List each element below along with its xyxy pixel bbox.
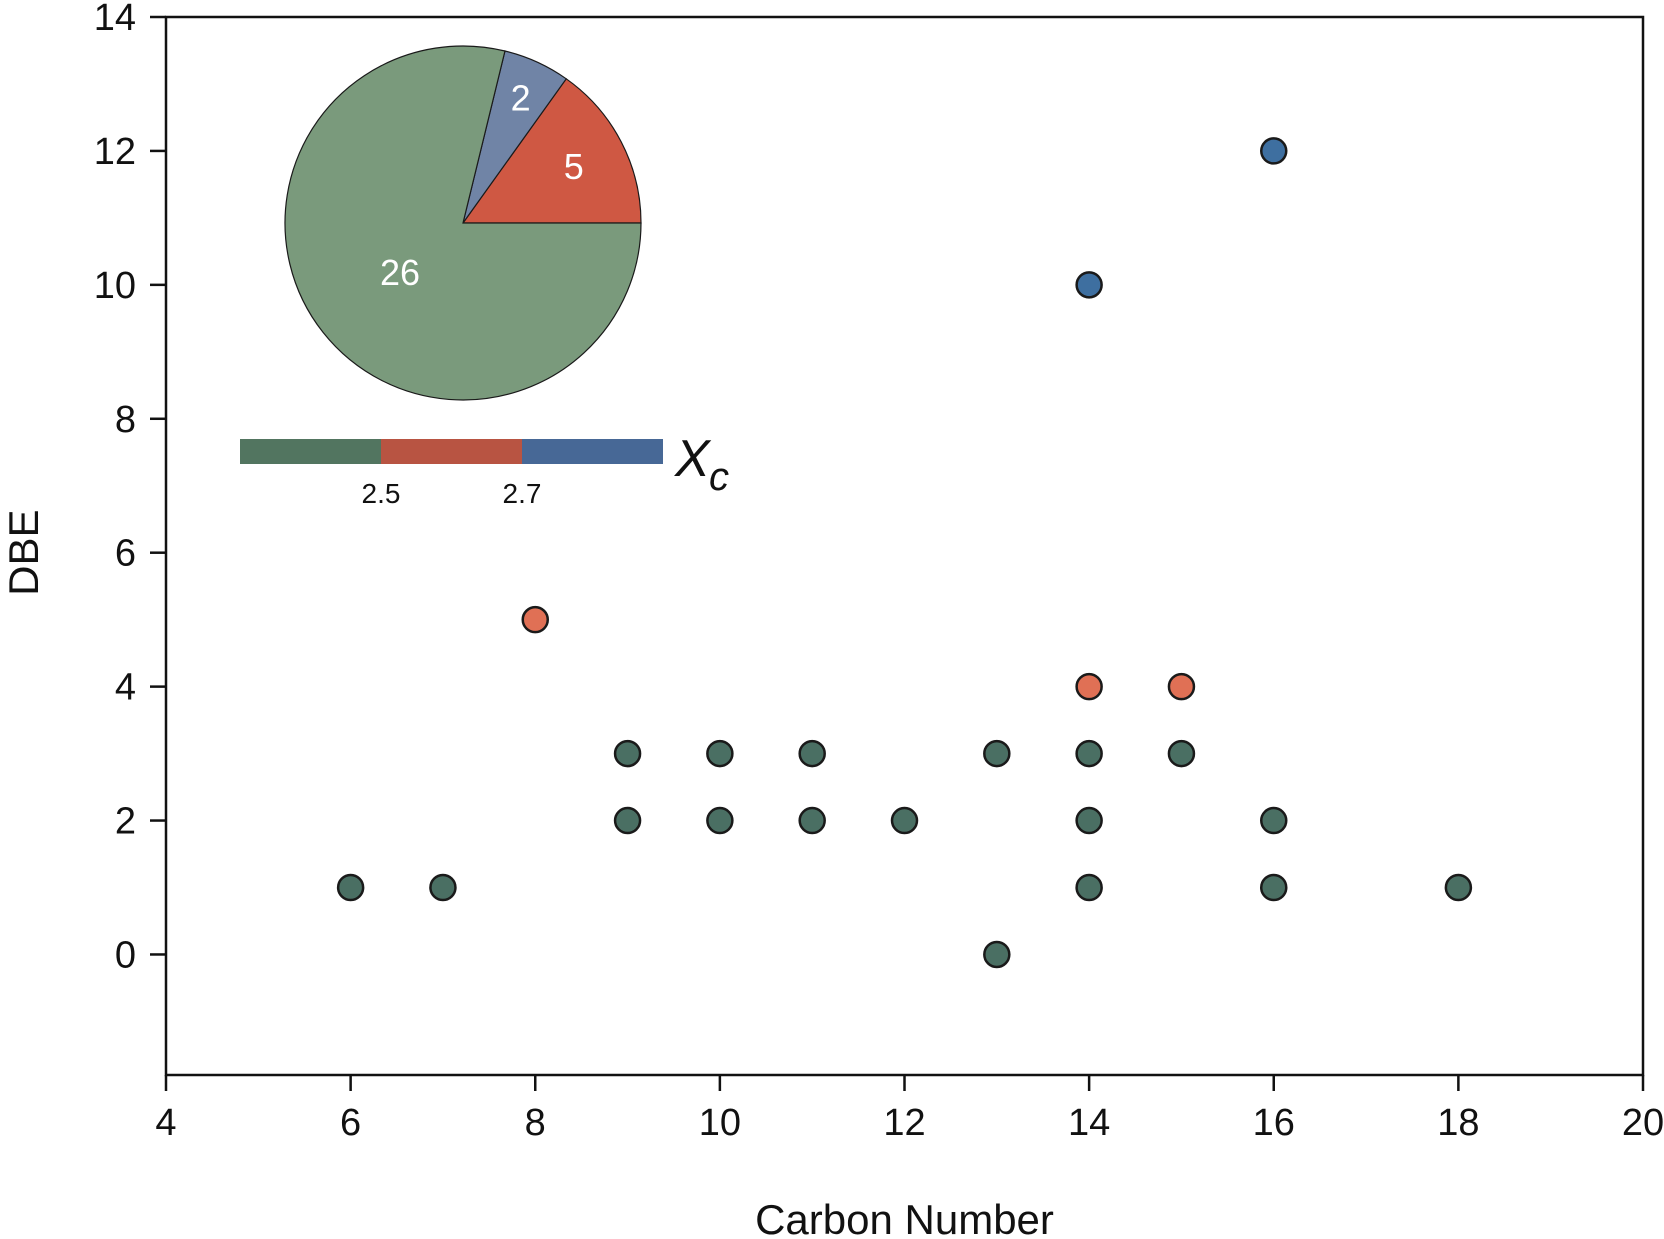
colorbar-tick-label: 2.5 — [362, 478, 401, 509]
colorbar-title-subscript: c — [709, 455, 729, 499]
data-point — [1167, 739, 1196, 768]
data-point — [1167, 672, 1196, 701]
data-point — [983, 940, 1011, 969]
data-point — [1075, 806, 1103, 835]
data-point — [1075, 672, 1103, 701]
data-point — [1260, 137, 1288, 165]
data-points — [336, 137, 1473, 969]
x-tick-label: 14 — [1068, 1102, 1110, 1144]
y-tick-label: 0 — [115, 934, 136, 976]
data-point — [983, 739, 1011, 768]
data-point — [1075, 739, 1103, 768]
colorbar-segment — [381, 439, 523, 464]
x-tick-label: 6 — [340, 1102, 361, 1144]
colorbar-title: X — [674, 430, 712, 488]
x-axis-title: Carbon Number — [755, 1196, 1054, 1239]
data-point — [613, 806, 642, 835]
x-tick-label: 18 — [1437, 1102, 1479, 1144]
data-point — [890, 806, 919, 835]
pie-slice — [461, 77, 642, 224]
colorbar: 2.5 2.7 X c — [240, 430, 729, 509]
pie-slice-label: 2 — [511, 77, 531, 118]
pie-slice — [284, 45, 642, 401]
data-point — [706, 739, 734, 768]
data-point — [521, 605, 549, 634]
colorbar-segment — [522, 439, 663, 464]
data-point — [613, 739, 642, 768]
data-point — [1260, 873, 1288, 902]
data-point — [798, 739, 826, 768]
data-point — [1075, 271, 1103, 299]
x-tick-label: 12 — [883, 1102, 925, 1144]
data-point — [1444, 873, 1473, 902]
x-tick-label: 8 — [525, 1102, 546, 1144]
inset-pie-chart: 52 26 — [284, 45, 642, 401]
x-tick-label: 16 — [1253, 1102, 1295, 1144]
y-tick-label: 2 — [115, 801, 136, 843]
data-point — [336, 873, 365, 902]
x-axis-ticks: 4 6 8 10 12 14 16 18 20 — [155, 1075, 1664, 1144]
y-tick-label: 4 — [115, 667, 136, 709]
x-tick-label: 10 — [699, 1102, 741, 1144]
y-tick-label: 12 — [94, 131, 136, 173]
colorbar-tick-label: 2.7 — [503, 478, 542, 509]
y-tick-label: 14 — [94, 0, 136, 39]
pie-slice-label: 26 — [380, 252, 420, 293]
y-axis-title: DBE — [0, 510, 47, 596]
colorbar-segment — [240, 439, 382, 464]
y-tick-label: 10 — [94, 265, 136, 307]
data-point — [429, 873, 457, 902]
data-point — [1260, 806, 1288, 835]
pie-slice-label: 5 — [564, 146, 584, 187]
data-point — [1075, 873, 1103, 902]
x-tick-label: 20 — [1622, 1102, 1664, 1144]
y-axis-ticks: 0 2 4 6 8 10 12 14 — [94, 0, 166, 976]
y-tick-label: 8 — [115, 399, 136, 441]
data-point — [706, 806, 734, 835]
data-point — [798, 806, 826, 835]
y-tick-label: 6 — [115, 533, 136, 575]
x-tick-label: 4 — [155, 1102, 176, 1144]
